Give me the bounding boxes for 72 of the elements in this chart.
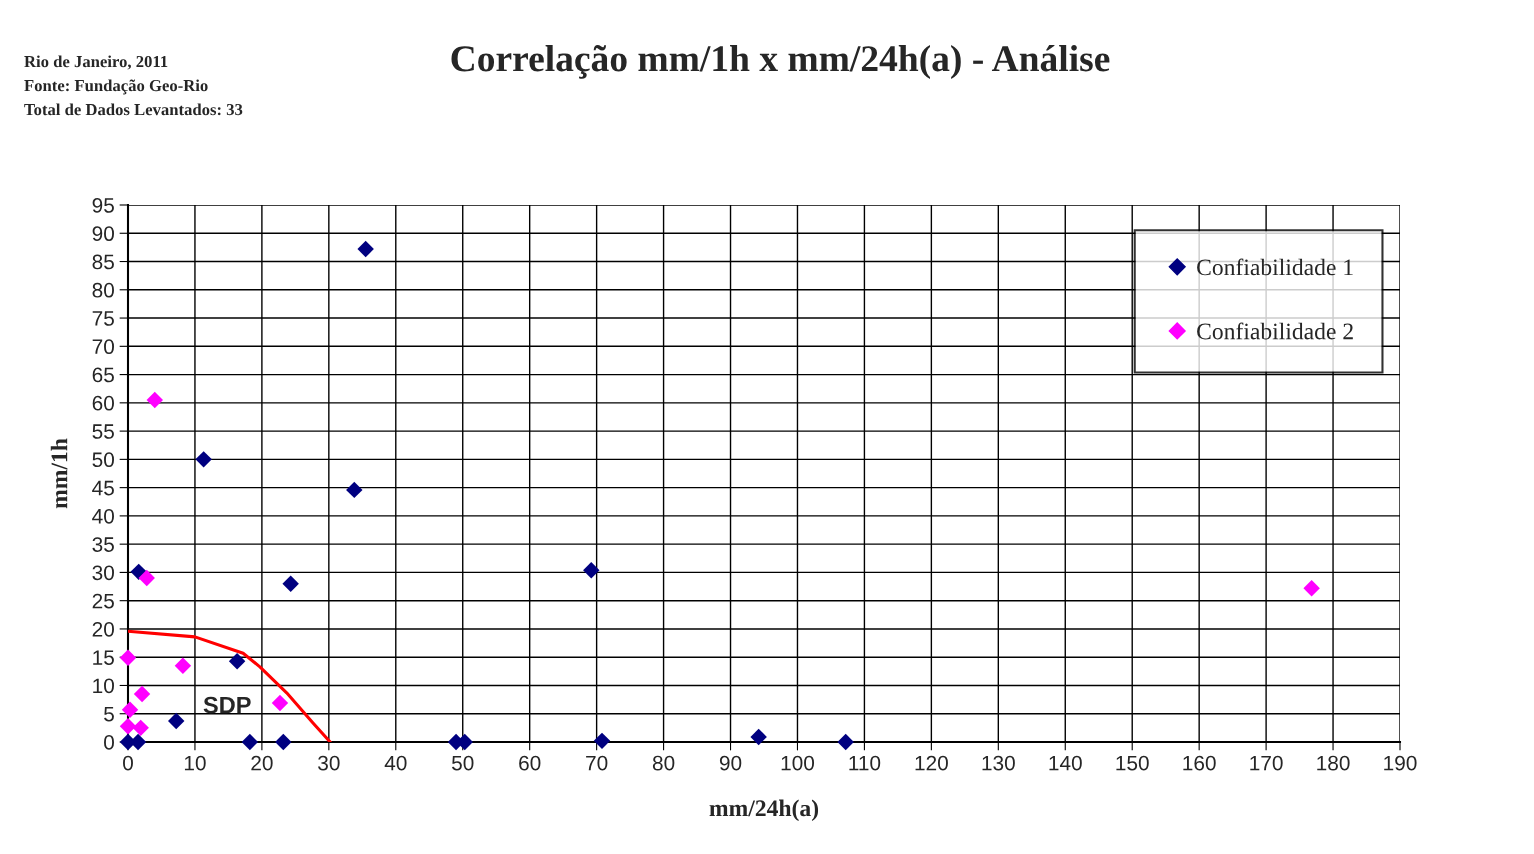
point <box>275 733 292 751</box>
x-tick-label: 110 <box>849 755 881 771</box>
point <box>282 575 299 592</box>
y-tick-label: 85 <box>92 254 114 270</box>
x-tick-label: 120 <box>915 755 948 771</box>
y-tick-label: 80 <box>92 282 114 298</box>
legend-label: Confiabilidade 1 <box>1197 258 1353 276</box>
point <box>1303 580 1320 597</box>
point <box>241 733 259 751</box>
x-tick-label: 170 <box>1250 755 1283 771</box>
x-tick-label: 60 <box>519 755 541 771</box>
x-axis-title: mm/24h(a) <box>709 799 819 822</box>
point <box>583 561 600 579</box>
point <box>132 719 149 737</box>
x-tick-label: 130 <box>982 755 1015 771</box>
point <box>138 569 155 587</box>
y-tick-label: 65 <box>92 367 114 383</box>
y-tick-label: 75 <box>92 311 114 326</box>
y-tick-label: 95 <box>92 198 114 213</box>
point <box>195 451 212 468</box>
text: Total de Dados Levantados: 33 <box>24 103 243 116</box>
x-tick-label: 180 <box>1317 755 1350 771</box>
y-tick-label: 60 <box>92 395 114 411</box>
point <box>133 685 151 703</box>
point <box>119 649 137 666</box>
chart-title: Correlação mm/1h x mm/24h(a) - Análise <box>451 44 1110 80</box>
point <box>357 240 374 258</box>
x-tick-label: 80 <box>652 755 675 771</box>
point <box>228 652 246 670</box>
y-tick-label: 25 <box>92 593 114 609</box>
point <box>346 481 363 499</box>
x-tick-label: 10 <box>184 755 206 771</box>
point <box>750 728 767 746</box>
y-tick-label: 30 <box>92 565 114 581</box>
x-tick-label: 70 <box>586 755 608 771</box>
point <box>271 694 289 712</box>
y-tick-label: 35 <box>92 537 114 552</box>
y-tick-label: 55 <box>92 424 114 439</box>
y-tick-label: 40 <box>92 508 114 524</box>
point <box>146 391 163 409</box>
x-tick-label: 0 <box>123 755 133 771</box>
y-tick-label: 45 <box>92 480 114 496</box>
x-tick-label: 150 <box>1116 755 1149 771</box>
y-tick-label: 15 <box>93 650 114 665</box>
y-axis-title: mm/1h <box>50 438 68 509</box>
x-tick-label: 140 <box>1049 755 1082 771</box>
y-tick-label: 20 <box>92 621 114 637</box>
y-tick-label: 10 <box>93 678 114 694</box>
y-tick-label: 50 <box>92 452 114 468</box>
x-tick-label: 40 <box>384 755 407 771</box>
x-tick-label: 100 <box>781 755 815 771</box>
y-tick-label: 90 <box>92 226 114 242</box>
point <box>167 712 185 730</box>
point <box>593 732 611 750</box>
x-tick-label: 20 <box>251 755 273 771</box>
point <box>174 657 192 674</box>
annotation: SDP <box>203 696 251 714</box>
point <box>121 701 139 718</box>
y-tick-label: 70 <box>92 339 114 355</box>
x-tick-label: 190 <box>1384 755 1417 771</box>
text: Rio de Janeiro, 2011 <box>24 55 168 70</box>
line-series <box>128 629 332 742</box>
source-note: Fonte: Fundação Geo-Rio <box>24 79 208 95</box>
point <box>119 717 137 735</box>
x-tick-label: 90 <box>719 755 742 771</box>
legend-label: Confiabilidade 2 <box>1197 322 1353 340</box>
y-tick-label: 0 <box>104 735 114 750</box>
point <box>837 733 854 751</box>
x-tick-label: 30 <box>318 755 340 771</box>
y-tick-label: 5 <box>104 706 114 722</box>
x-tick-label: 50 <box>451 755 474 771</box>
x-tick-label: 160 <box>1183 755 1216 771</box>
